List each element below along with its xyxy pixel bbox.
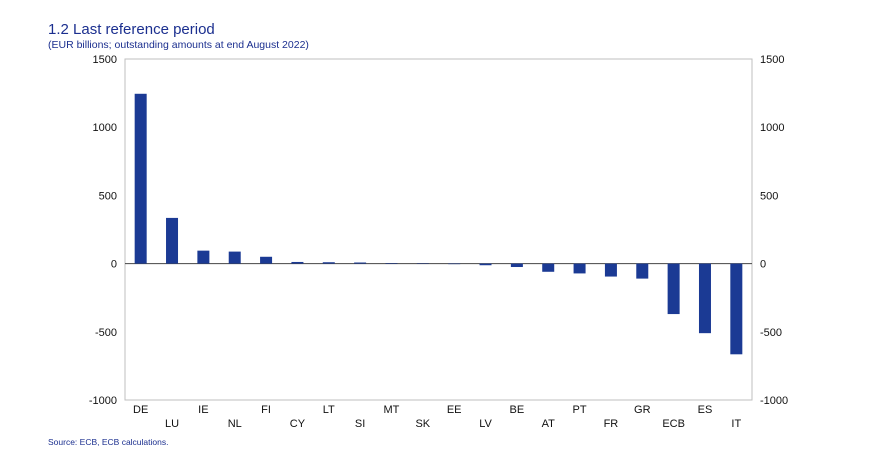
y-tick-label-left: 0 <box>111 259 117 271</box>
bar-si <box>354 262 367 264</box>
x-tick-label-es: ES <box>698 404 713 416</box>
bar-lu <box>166 217 179 264</box>
source-note: Source: ECB, ECB calculations. <box>48 437 169 447</box>
x-tick-label-nl: NL <box>228 418 242 430</box>
x-tick-label-fr: FR <box>604 418 619 430</box>
y-tick-label-left: 500 <box>99 190 117 202</box>
y-tick-label-left: 1000 <box>93 122 117 134</box>
bar-pt <box>573 263 586 274</box>
bar-mt <box>385 263 398 264</box>
bar-ecb <box>667 263 680 315</box>
bar-cy <box>291 261 304 264</box>
bar-nl <box>228 251 241 264</box>
x-tick-label-sk: SK <box>415 418 430 430</box>
x-tick-label-ie: IE <box>198 404 208 416</box>
y-tick-label-right: 1500 <box>760 54 784 66</box>
y-tick-label-right: -1000 <box>760 395 788 407</box>
x-tick-label-be: BE <box>510 404 525 416</box>
x-tick-label-it: IT <box>731 418 741 430</box>
x-tick-label-mt: MT <box>384 404 400 416</box>
x-tick-label-cy: CY <box>290 418 306 430</box>
bar-es <box>698 263 711 334</box>
x-tick-label-ee: EE <box>447 404 462 416</box>
x-tick-label-lu: LU <box>165 418 179 430</box>
chart-subtitle: (EUR billions; outstanding amounts at en… <box>48 39 309 51</box>
x-tick-label-de: DE <box>133 404 148 416</box>
x-tick-label-pt: PT <box>573 404 587 416</box>
bar-it <box>730 263 743 355</box>
bar-be <box>510 263 523 268</box>
plot-frame <box>124 58 753 401</box>
bar-ee <box>448 263 461 265</box>
y-tick-label-left: 1500 <box>93 54 117 66</box>
bar-lt <box>322 262 335 264</box>
bar-de <box>134 93 147 264</box>
bar-at <box>542 263 555 272</box>
y-tick-label-right: -500 <box>760 327 782 339</box>
x-tick-label-si: SI <box>355 418 365 430</box>
y-tick-label-right: 1000 <box>760 122 784 134</box>
y-tick-label-right: 0 <box>760 259 766 271</box>
y-tick-label-left: -500 <box>95 327 117 339</box>
x-tick-label-fi: FI <box>261 404 271 416</box>
x-tick-label-gr: GR <box>634 404 651 416</box>
x-tick-label-lt: LT <box>323 404 335 416</box>
bar-gr <box>636 263 649 279</box>
x-tick-label-lv: LV <box>479 418 492 430</box>
bar-lv <box>479 263 492 266</box>
y-tick-label-left: -1000 <box>89 395 117 407</box>
bar-fi <box>260 256 273 264</box>
x-tick-label-at: AT <box>542 418 556 430</box>
y-tick-label-right: 500 <box>760 190 778 202</box>
chart-title: 1.2 Last reference period <box>48 21 215 38</box>
x-tick-label-ecb: ECB <box>662 418 685 430</box>
bar-ie <box>197 250 210 264</box>
bar-fr <box>604 263 617 277</box>
